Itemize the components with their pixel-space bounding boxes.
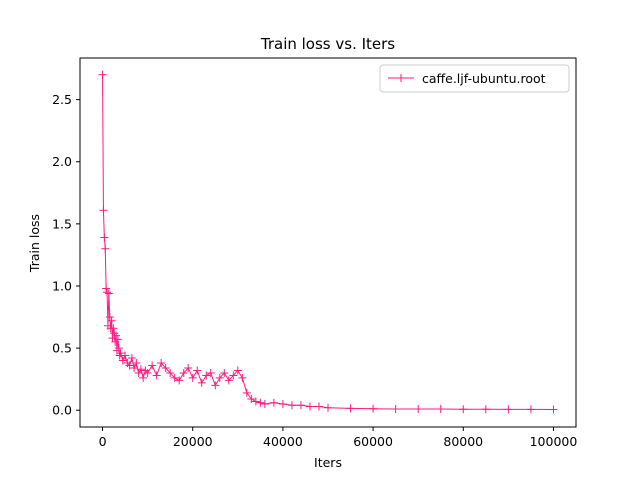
data-point-marker — [215, 373, 224, 382]
data-point-marker — [127, 354, 136, 363]
data-point-marker — [139, 373, 148, 382]
data-point-marker — [99, 206, 108, 215]
data-point-marker — [103, 288, 112, 297]
data-point-marker — [105, 313, 114, 322]
data-point-marker — [247, 395, 256, 404]
x-tick-label: 60000 — [353, 434, 393, 449]
y-tick-label: 2.5 — [52, 92, 72, 107]
x-tick-label: 0 — [99, 434, 107, 449]
y-tick-label: 0.0 — [52, 403, 72, 418]
data-point-marker — [125, 361, 134, 370]
data-point-marker — [197, 378, 206, 387]
data-point-marker — [414, 404, 423, 413]
axes-frame — [79, 57, 577, 428]
data-point-marker — [114, 344, 123, 353]
data-point-marker — [193, 366, 202, 375]
data-point-marker — [211, 381, 220, 390]
data-point-marker — [161, 363, 170, 372]
data-point-marker — [166, 368, 175, 377]
y-tick-label: 0.5 — [52, 341, 72, 356]
data-point-marker — [233, 366, 242, 375]
data-point-marker — [143, 368, 152, 377]
data-point-marker — [184, 363, 193, 372]
data-point-marker — [481, 405, 490, 414]
data-point-marker — [188, 373, 197, 382]
data-point-marker — [112, 331, 121, 340]
data-point-marker — [224, 376, 233, 385]
data-point-marker — [109, 324, 118, 333]
data-point-marker — [459, 405, 468, 414]
data-point-marker — [549, 405, 558, 414]
legend: caffe.ljf-ubuntu.root — [379, 64, 570, 93]
y-axis: 0.0 0.5 1.0 1.5 2.0 2.5 — [52, 92, 80, 418]
data-point-marker — [100, 233, 109, 242]
data-point-marker — [242, 388, 251, 397]
data-point-marker — [504, 405, 513, 414]
data-point-marker — [436, 404, 445, 413]
data-point-marker — [132, 359, 141, 368]
data-point-marker — [107, 316, 116, 325]
x-tick-label: 20000 — [173, 434, 213, 449]
legend-label: caffe.ljf-ubuntu.root — [422, 71, 546, 86]
data-point-marker — [148, 361, 157, 370]
data-point-marker — [391, 404, 400, 413]
data-point-marker — [175, 376, 184, 385]
data-point-marker — [118, 356, 127, 365]
data-point-marker — [526, 405, 535, 414]
data-point-marker — [220, 368, 229, 377]
x-tick-label: 100000 — [530, 434, 578, 449]
data-point-marker — [256, 398, 265, 407]
data-point-marker — [278, 400, 287, 409]
x-tick-label: 40000 — [263, 434, 303, 449]
data-point-marker — [152, 371, 161, 380]
data-point-marker — [229, 371, 238, 380]
x-tick-label: 80000 — [443, 434, 483, 449]
data-point-marker — [101, 244, 110, 253]
data-point-marker — [324, 403, 332, 412]
data-point-marker — [102, 284, 111, 293]
y-axis-label: Train loss — [27, 214, 42, 273]
data-point-marker — [238, 373, 247, 382]
data-point-marker — [287, 401, 296, 410]
data-point-marker — [179, 368, 188, 377]
y-tick-label: 1.0 — [52, 278, 72, 293]
data-point-marker — [346, 404, 355, 413]
y-tick-label: 2.0 — [52, 154, 72, 169]
data-point-marker — [202, 371, 211, 380]
data-point-marker — [170, 373, 179, 382]
data-point-marker — [130, 363, 139, 372]
data-point-marker — [98, 70, 107, 79]
data-point-marker — [206, 368, 215, 377]
x-axis: 0 20000 40000 60000 80000 100000 — [99, 427, 578, 449]
data-point-marker — [314, 402, 323, 411]
data-point-marker — [369, 404, 378, 413]
data-point-marker — [305, 402, 314, 411]
data-point-marker — [296, 401, 305, 410]
data-point-marker — [113, 335, 122, 344]
data-point-marker — [104, 289, 113, 298]
legend-box — [379, 64, 570, 93]
x-axis-label: Iters — [314, 455, 342, 470]
data-point-marker — [121, 351, 130, 360]
data-point-marker — [260, 400, 269, 409]
y-tick-label: 1.5 — [52, 216, 72, 231]
series-layer — [98, 70, 558, 414]
data-point-marker — [269, 398, 278, 407]
legend-marker — [397, 74, 405, 82]
data-point-marker — [136, 365, 145, 374]
chart-title: Train loss vs. Iters — [260, 35, 395, 53]
data-point-marker — [251, 397, 260, 406]
data-point-marker — [116, 349, 125, 358]
data-point-marker — [157, 359, 166, 368]
